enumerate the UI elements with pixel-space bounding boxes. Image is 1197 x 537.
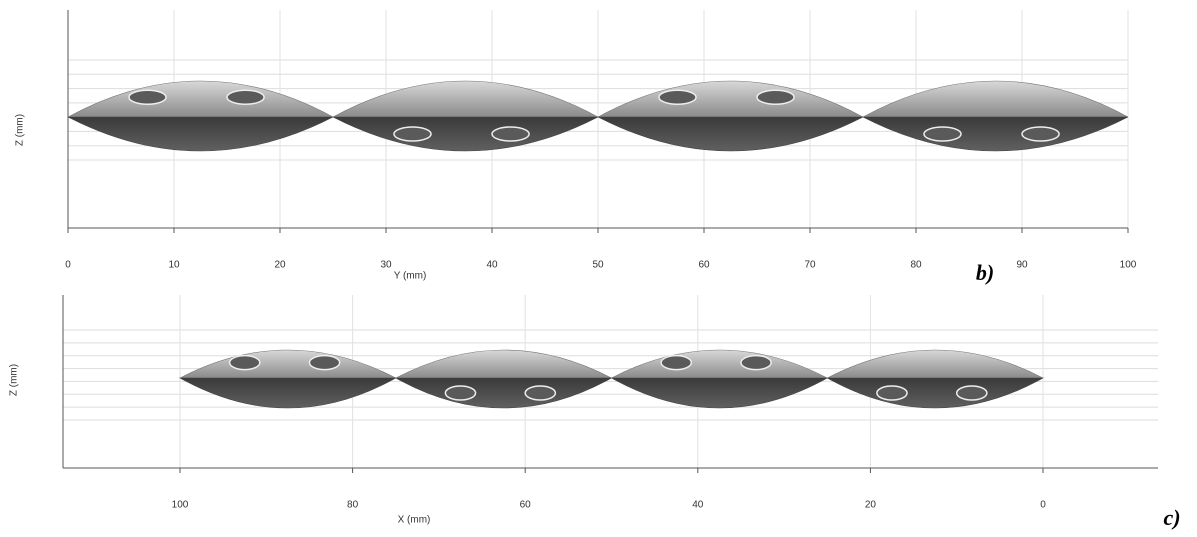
figure: 0 10 20 30 40 50 60 70 80 90 100 Y (mm) Z (mm) b) 100…	[0, 0, 1197, 532]
x-tick-label: 30	[380, 260, 392, 271]
hole	[877, 386, 907, 400]
x-axis-label: X (mm)	[398, 515, 431, 526]
lens-top	[396, 350, 612, 378]
hole	[445, 386, 475, 400]
hole	[309, 356, 339, 370]
hole	[661, 356, 691, 370]
hole	[227, 90, 264, 104]
lens-bottom	[827, 378, 1043, 408]
hole	[924, 127, 961, 141]
x-axis-label: Y (mm)	[394, 271, 427, 282]
x-tick-label: 100	[172, 500, 189, 511]
lens-bottom	[612, 378, 828, 408]
lens-top	[827, 350, 1043, 378]
panel-c: 100 80 60 40 20 0 X (mm) Z (mm) c)	[9, 295, 1181, 530]
x-tick-label: 0	[1040, 500, 1046, 511]
hole	[230, 356, 260, 370]
hole	[394, 127, 431, 141]
panel-label: c)	[1163, 505, 1180, 530]
x-tick-label: 40	[692, 500, 704, 511]
lens-top	[68, 81, 333, 117]
x-tick-label: 100	[1120, 260, 1137, 271]
x-tick-label: 80	[910, 260, 922, 271]
lens-top	[180, 350, 396, 378]
x-tick-label: 20	[865, 500, 877, 511]
lens-bottom	[180, 378, 396, 408]
hole	[492, 127, 529, 141]
lens-top	[863, 81, 1128, 117]
x-tick-label: 50	[592, 260, 604, 271]
hole	[129, 90, 166, 104]
lens-bottom	[396, 378, 612, 408]
hole	[741, 356, 771, 370]
y-axis-label: Z (mm)	[9, 364, 20, 396]
lens-top	[333, 81, 598, 117]
x-tick-label: 90	[1016, 260, 1028, 271]
hole	[957, 386, 987, 400]
hole	[659, 90, 696, 104]
lens-top	[612, 350, 828, 378]
x-tick-label: 10	[168, 260, 180, 271]
panel-label: b)	[976, 260, 994, 285]
lens-top	[598, 81, 863, 117]
x-tick-label: 40	[486, 260, 498, 271]
x-tick-label: 80	[347, 500, 359, 511]
hole	[757, 90, 794, 104]
y-axis-label: Z (mm)	[15, 114, 26, 146]
x-tick-label: 0	[65, 260, 71, 271]
x-tick-label: 70	[804, 260, 816, 271]
x-tick-label: 20	[274, 260, 286, 271]
hole	[1022, 127, 1059, 141]
panel-b: 0 10 20 30 40 50 60 70 80 90 100 Y (mm) Z (mm) b)	[15, 10, 1137, 285]
x-tick-label: 60	[698, 260, 710, 271]
x-tick-label: 60	[520, 500, 532, 511]
hole	[525, 386, 555, 400]
